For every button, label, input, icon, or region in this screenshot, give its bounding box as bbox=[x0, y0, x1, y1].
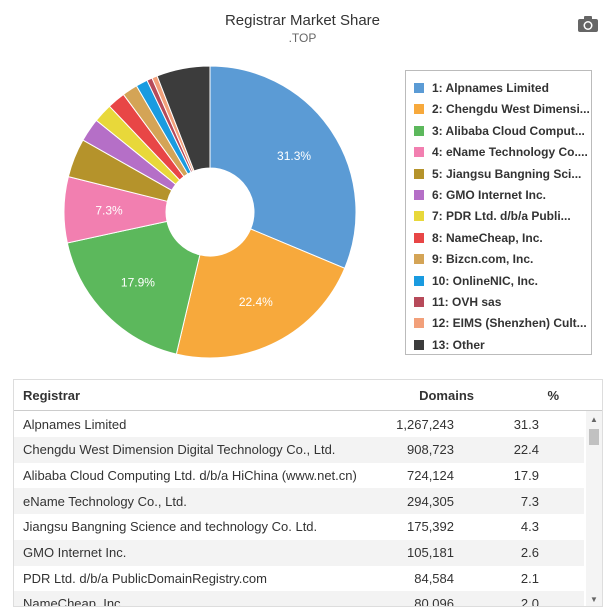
legend-item-7[interactable]: 7: PDR Ltd. d/b/a Publi... bbox=[414, 206, 590, 226]
legend-item-13[interactable]: 13: Other bbox=[414, 335, 590, 355]
cell-registrar: Alpnames Limited bbox=[23, 416, 127, 432]
pie-chart: 31.3% 22.4% 17.9% 7.3% bbox=[63, 65, 357, 359]
cell-registrar: PDR Ltd. d/b/a PublicDomainRegistry.com bbox=[23, 570, 267, 586]
legend-item-1[interactable]: 1: Alpnames Limited bbox=[414, 78, 590, 98]
legend-item-2[interactable]: 2: Chengdu West Dimensi... bbox=[414, 99, 590, 119]
legend-swatch bbox=[414, 168, 424, 179]
legend-item-3[interactable]: 3: Alibaba Cloud Comput... bbox=[414, 121, 590, 141]
legend-item-12[interactable]: 12: EIMS (Shenzhen) Cult... bbox=[414, 313, 590, 333]
legend-label: 5: Jiangsu Bangning Sci... bbox=[432, 166, 582, 181]
legend-item-11[interactable]: 11: OVH sas bbox=[414, 292, 590, 312]
table-row[interactable]: Jiangsu Bangning Science and technology … bbox=[14, 514, 584, 540]
table-scrollbar[interactable]: ▲ ▼ bbox=[586, 411, 602, 606]
pie-slice-13[interactable] bbox=[156, 65, 211, 172]
cell-percent: 2.1 bbox=[520, 570, 539, 586]
cell-domains: 724,124 bbox=[407, 467, 454, 483]
table-row[interactable]: Alibaba Cloud Computing Ltd. d/b/a HiChi… bbox=[14, 462, 584, 488]
cell-domains: 105,181 bbox=[407, 545, 454, 560]
legend-item-9[interactable]: 9: Bizcn.com, Inc. bbox=[414, 249, 590, 269]
pie-data-label-4: 7.3% bbox=[95, 203, 123, 217]
cell-percent: 2.0 bbox=[520, 596, 539, 607]
legend-item-10[interactable]: 10: OnlineNIC, Inc. bbox=[414, 271, 590, 291]
legend-label: 8: NameCheap, Inc. bbox=[432, 230, 543, 245]
cell-percent: 17.9 bbox=[513, 467, 539, 483]
pie-data-label-3: 17.9% bbox=[121, 276, 155, 290]
legend-item-5[interactable]: 5: Jiangsu Bangning Sci... bbox=[414, 164, 590, 184]
pie-data-label-2: 22.4% bbox=[239, 295, 273, 309]
legend-label: 7: PDR Ltd. d/b/a Publi... bbox=[432, 209, 571, 224]
legend-item-4[interactable]: 4: eName Technology Co.... bbox=[414, 142, 590, 162]
cell-domains: 84,584 bbox=[414, 570, 454, 586]
cell-registrar: Jiangsu Bangning Science and technology … bbox=[23, 519, 318, 535]
table-row[interactable]: Alpnames Limited 1,267,243 31.3 bbox=[14, 411, 584, 437]
pie-slice-2[interactable] bbox=[175, 228, 346, 359]
cell-percent: 22.4 bbox=[513, 442, 539, 458]
camera-icon[interactable] bbox=[577, 15, 599, 33]
table-header: Registrar Domains % bbox=[14, 380, 602, 411]
table-row[interactable]: Chengdu West Dimension Digital Technolog… bbox=[14, 436, 584, 463]
table-row[interactable]: PDR Ltd. d/b/a PublicDomainRegistry.com 8… bbox=[14, 565, 584, 591]
legend-label: 4: eName Technology Co.... bbox=[432, 145, 588, 160]
legend-swatch bbox=[414, 297, 424, 307]
legend-swatch bbox=[414, 104, 424, 115]
chart-title: Registrar Market Share bbox=[224, 12, 381, 29]
chart-subtitle: .TOP bbox=[288, 31, 317, 45]
legend-swatch bbox=[414, 275, 424, 286]
chart-legend: 1: Alpnames Limited 2: Chengdu West Dimen… bbox=[405, 70, 592, 355]
legend-label: 3: Alibaba Cloud Comput... bbox=[432, 123, 585, 138]
cell-percent: 31.3 bbox=[513, 416, 539, 432]
legend-item-8[interactable]: 8: NameCheap, Inc. bbox=[414, 228, 590, 248]
legend-swatch bbox=[414, 147, 424, 158]
legend-swatch bbox=[414, 190, 424, 200]
column-header-percent[interactable]: % bbox=[547, 387, 559, 403]
cell-registrar: GMO Internet Inc. bbox=[23, 545, 127, 560]
table-row[interactable]: eName Technology Co., Ltd. 294,305 7.3 bbox=[14, 488, 584, 515]
cell-registrar: eName Technology Co., Ltd. bbox=[23, 493, 187, 509]
legend-swatch bbox=[414, 339, 424, 350]
legend-swatch bbox=[414, 83, 424, 93]
cell-domains: 80,096 bbox=[414, 596, 454, 607]
cell-percent: 7.3 bbox=[520, 493, 539, 509]
cell-percent: 2.6 bbox=[520, 545, 539, 560]
legend-swatch bbox=[414, 232, 424, 243]
table-row[interactable]: NameCheap, Inc. 80,096 2.0 bbox=[14, 590, 584, 607]
legend-swatch bbox=[414, 125, 424, 136]
legend-item-6[interactable]: 6: GMO Internet Inc. bbox=[414, 185, 590, 205]
legend-label: 13: Other bbox=[432, 337, 485, 352]
arrow-down-icon[interactable]: ▼ bbox=[590, 595, 598, 604]
cell-registrar: Alibaba Cloud Computing Ltd. d/b/a HiChi… bbox=[23, 467, 357, 483]
legend-label: 10: OnlineNIC, Inc. bbox=[432, 273, 539, 288]
legend-label: 12: EIMS (Shenzhen) Cult... bbox=[432, 316, 587, 331]
cell-domains: 175,392 bbox=[407, 519, 454, 535]
registrar-table: Registrar Domains % Alpnames Limited 1,26… bbox=[13, 379, 603, 607]
scrollbar-thumb[interactable] bbox=[589, 429, 599, 445]
pie-data-label-1: 31.3% bbox=[277, 149, 311, 163]
cell-registrar: Chengdu West Dimension Digital Technolog… bbox=[23, 442, 336, 458]
cell-percent: 4.3 bbox=[520, 519, 539, 535]
pie-slice-3[interactable] bbox=[66, 220, 201, 355]
legend-label: 1: Alpnames Limited bbox=[432, 81, 549, 95]
cell-domains: 908,723 bbox=[407, 442, 454, 458]
cell-domains: 294,305 bbox=[407, 493, 454, 509]
legend-swatch bbox=[414, 254, 424, 265]
legend-swatch bbox=[414, 211, 424, 222]
legend-label: 6: GMO Internet Inc. bbox=[432, 188, 547, 202]
legend-label: 2: Chengdu West Dimensi... bbox=[432, 102, 590, 117]
cell-domains: 1,267,243 bbox=[396, 416, 454, 432]
arrow-up-icon[interactable]: ▲ bbox=[590, 415, 598, 424]
pie-slice-1[interactable] bbox=[209, 65, 357, 269]
legend-swatch bbox=[414, 318, 424, 329]
legend-label: 11: OVH sas bbox=[432, 295, 502, 309]
column-header-domains[interactable]: Domains bbox=[419, 387, 474, 403]
column-header-registrar[interactable]: Registrar bbox=[23, 387, 81, 403]
table-row[interactable]: GMO Internet Inc. 105,181 2.6 bbox=[14, 539, 584, 566]
legend-label: 9: Bizcn.com, Inc. bbox=[432, 252, 534, 267]
cell-registrar: NameCheap, Inc. bbox=[23, 596, 125, 607]
